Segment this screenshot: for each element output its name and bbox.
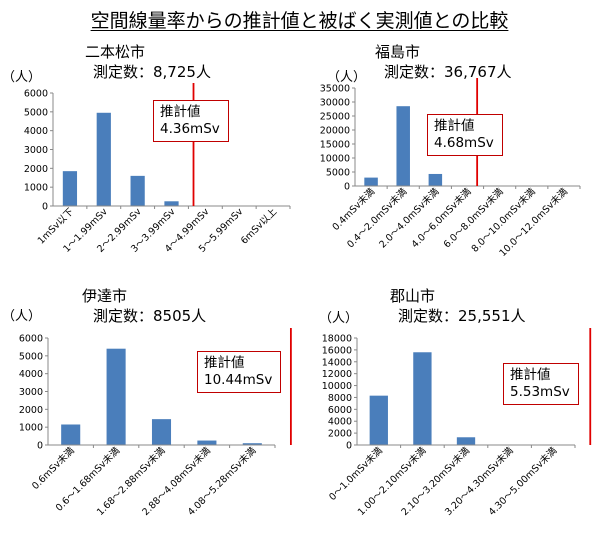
bar <box>242 443 262 445</box>
bar <box>428 173 443 186</box>
bar <box>106 348 126 445</box>
chart-panel-fukushima: 福島市 測定数：36,767人 （人） 0 5000 10000 15000 20000… <box>300 38 599 298</box>
bar <box>197 440 217 445</box>
y-tick-label: 3000 <box>24 145 48 156</box>
y-tick-label: 3000 <box>19 387 43 398</box>
x-tick-label: 6mSv以上 <box>239 206 280 247</box>
city-name: 郡山市 <box>390 287 436 305</box>
y-tick-label: 35000 <box>320 84 350 95</box>
y-tick-label: 10000 <box>320 154 350 165</box>
y-tick-label: 8000 <box>328 393 352 404</box>
x-tick-label: 4.0～6.0mSv未満 <box>409 185 474 250</box>
y-axis-unit: （人） <box>2 309 42 324</box>
estimate-value: 10.44mSv <box>204 372 273 388</box>
y-tick-label: 25000 <box>320 112 350 123</box>
y-tick-label: 4000 <box>24 126 48 137</box>
bar <box>151 419 172 445</box>
y-tick-label: 2000 <box>19 405 43 416</box>
y-axis-unit: （人） <box>327 70 367 85</box>
measurement-count: 測定数：25,551人 <box>398 307 526 325</box>
y-tick-label: 2000 <box>24 164 48 175</box>
y-axis-unit: （人） <box>319 311 359 326</box>
y-tick-label: 4000 <box>328 417 352 428</box>
y-tick-label: 14000 <box>322 357 352 368</box>
chart-panel-koriyama: 郡山市 測定数：25,551人 （人） 0 2000 4000 6000 8000 100… <box>300 283 599 543</box>
y-tick-label: 0 <box>42 202 48 213</box>
x-tick-label: 2.0～4.0mSv未満 <box>377 185 442 250</box>
city-name: 二本松市 <box>85 43 146 61</box>
estimate-label: 推計値 <box>160 104 201 120</box>
y-tick-label: 2000 <box>328 429 352 440</box>
bar-chart: 050001000015000200002500030000350000.4mS… <box>320 78 581 259</box>
y-tick-label: 6000 <box>328 405 352 416</box>
city-name: 福島市 <box>375 43 421 61</box>
bar <box>369 395 388 445</box>
estimate-box: 推計値 5.53mSv <box>503 363 579 405</box>
y-tick-label: 6000 <box>24 89 48 100</box>
estimate-label: 推計値 <box>510 367 551 383</box>
estimate-box: 推計値 4.68mSv <box>427 114 503 156</box>
y-tick-label: 0 <box>346 441 352 452</box>
estimate-label: 推計値 <box>204 355 245 371</box>
y-tick-label: 30000 <box>320 98 350 109</box>
city-name: 伊達市 <box>82 287 128 305</box>
measurement-count: 測定数：8505人 <box>93 307 207 325</box>
bar <box>61 424 81 445</box>
y-tick-label: 12000 <box>322 369 352 380</box>
measurement-count: 測定数：8,725人 <box>93 63 211 81</box>
estimate-value: 5.53mSv <box>510 384 570 400</box>
y-tick-label: 1000 <box>24 183 48 194</box>
estimate-value: 4.68mSv <box>434 135 494 151</box>
estimate-box: 推計値 4.36mSv <box>153 100 229 142</box>
y-tick-label: 15000 <box>320 140 350 151</box>
y-tick-label: 5000 <box>326 168 350 179</box>
bar <box>396 106 410 186</box>
y-tick-label: 20000 <box>320 126 350 137</box>
x-tick-label: 0.4～2.0mSv未満 <box>345 185 410 250</box>
y-tick-label: 16000 <box>322 345 352 356</box>
y-tick-label: 4000 <box>19 369 43 380</box>
bar <box>413 352 432 445</box>
y-tick-label: 0 <box>344 182 350 193</box>
bar <box>164 201 179 206</box>
bar-chart: 01000200030004000500060001mSv以下1～1.99mSv… <box>24 83 291 255</box>
y-tick-label: 0 <box>37 441 43 452</box>
bar-chart: 0200040006000800010000120001400016000180… <box>322 328 592 518</box>
chart-panel-date: 伊達市 測定数：8505人 （人） 0 1000 2000 3000 4000 5000 6… <box>0 283 300 543</box>
bar <box>96 112 111 206</box>
estimate-box: 推計値 10.44mSv <box>197 351 282 393</box>
estimate-label: 推計値 <box>434 118 475 134</box>
y-tick-label: 6000 <box>19 334 43 345</box>
bar <box>62 171 78 206</box>
y-tick-label: 5000 <box>19 351 43 362</box>
y-tick-label: 1000 <box>19 423 43 434</box>
x-tick-label: 6.0～8.0mSv未満 <box>441 185 506 250</box>
measurement-count: 測定数：36,767人 <box>384 63 512 81</box>
page-title: 空間線量率からの推計値と被ばく実測値との比較 <box>90 10 509 32</box>
y-axis-unit: （人） <box>2 70 42 85</box>
bar <box>130 175 145 206</box>
y-tick-label: 10000 <box>322 381 352 392</box>
estimate-value: 4.36mSv <box>160 121 220 137</box>
bar <box>456 437 476 445</box>
bar <box>364 177 378 186</box>
y-tick-label: 5000 <box>24 107 48 118</box>
bar-chart: 01000200030004000500060000.6mSv未満0.6～1.6… <box>19 328 292 518</box>
chart-panel-nihonmatsu: 二本松市 測定数：8,725人 （人） 0 1000 2000 3000 4000 500… <box>0 38 300 298</box>
y-tick-label: 18000 <box>322 334 352 345</box>
